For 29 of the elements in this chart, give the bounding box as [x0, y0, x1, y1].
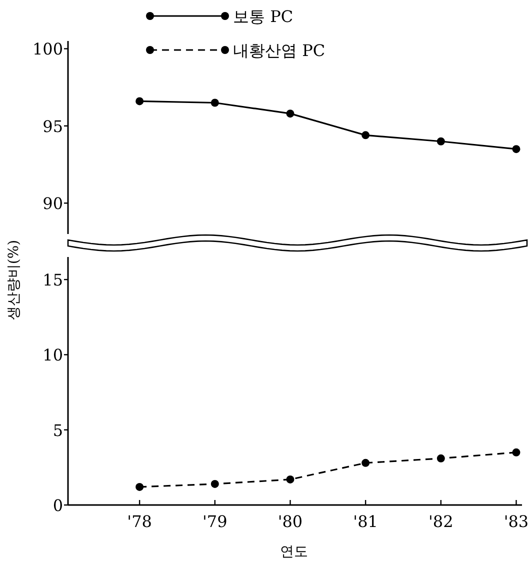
y-tick-label: 10: [42, 346, 63, 365]
point: [210, 98, 219, 107]
y-tick-label: 90: [42, 194, 63, 214]
y-tick-label: 0: [52, 496, 63, 515]
point: [286, 110, 294, 118]
x-tick-label: '82: [428, 512, 454, 531]
x-tick-label: '80: [278, 512, 303, 531]
legend-label: 보통 PC: [233, 7, 294, 26]
point: [362, 131, 370, 140]
y-tick-label: 15: [42, 270, 63, 290]
x-axis-title: 연도: [280, 544, 308, 560]
x-tick-label: '83: [504, 512, 529, 531]
point: [512, 448, 520, 456]
y-tick-label: 95: [42, 116, 63, 136]
point: [136, 97, 144, 106]
point: [286, 475, 294, 484]
x-tick-label: '78: [127, 512, 152, 531]
y-tick-label: 100: [32, 40, 63, 59]
x-tick-label: '81: [353, 512, 378, 531]
x-tick-label: '79: [202, 512, 228, 531]
legend-label: 내황산염 PC: [233, 41, 326, 60]
y-axis-title: 생산량비(%): [6, 240, 22, 320]
point: [512, 145, 520, 154]
point: [362, 458, 370, 467]
point: [436, 454, 445, 462]
point: [436, 137, 445, 146]
point: [210, 480, 219, 488]
point: [136, 482, 144, 491]
y-tick-label: 5: [52, 420, 63, 440]
